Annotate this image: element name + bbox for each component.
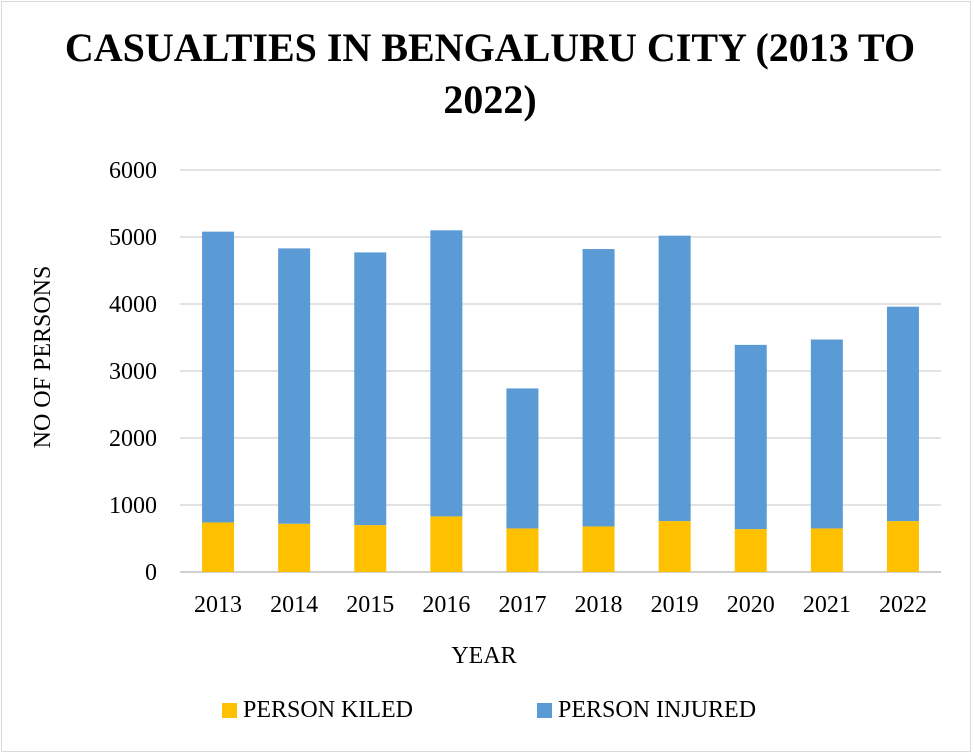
bar-injured-2016 xyxy=(430,230,463,517)
x-tick-labels: 2013 2014 2015 2016 2017 2018 2019 2020 2021 2022 xyxy=(194,592,927,618)
y-tick-labels: 0 1000 2000 3000 4000 5000 6000 xyxy=(109,158,157,586)
bar-killed-2015 xyxy=(354,525,387,572)
bar-injured-2019 xyxy=(658,235,691,522)
bar-injured-2017 xyxy=(506,388,539,529)
bar-killed-2022 xyxy=(886,521,919,572)
y-axis-label: NO OF PERSONS xyxy=(30,266,56,449)
bar-killed-2019 xyxy=(658,521,691,572)
y-tick-label: 4000 xyxy=(109,292,157,318)
bars xyxy=(202,230,919,572)
x-tick-label: 2016 xyxy=(422,592,470,618)
x-tick-label: 2021 xyxy=(803,592,851,618)
bar-injured-2013 xyxy=(202,231,235,523)
bar-killed-2020 xyxy=(734,529,767,572)
legend-swatch-killed xyxy=(222,703,237,718)
bar-injured-2018 xyxy=(582,249,615,527)
legend: PERSON KILED PERSON INJURED xyxy=(0,697,974,731)
bar-injured-2022 xyxy=(886,306,919,522)
bar-killed-2016 xyxy=(430,516,463,572)
bar-injured-2014 xyxy=(278,248,311,524)
y-tick-label: 2000 xyxy=(109,426,157,452)
x-tick-label: 2020 xyxy=(727,592,775,618)
y-tick-label: 3000 xyxy=(109,359,157,385)
bar-injured-2020 xyxy=(734,344,767,530)
legend-swatch-injured xyxy=(537,703,552,718)
legend-item-injured: PERSON INJURED xyxy=(537,697,756,724)
bar-killed-2021 xyxy=(810,528,843,572)
x-tick-label: 2014 xyxy=(270,592,318,618)
chart-title: CASUALTIES IN BENGALURU CITY (2013 TO 20… xyxy=(64,25,916,122)
x-tick-label: 2013 xyxy=(194,592,242,618)
bar-killed-2018 xyxy=(582,526,615,572)
x-tick-label: 2015 xyxy=(346,592,394,618)
y-tick-label: 5000 xyxy=(109,225,157,251)
x-tick-label: 2017 xyxy=(498,592,546,618)
x-tick-label: 2022 xyxy=(879,592,927,618)
x-axis-label: YEAR xyxy=(451,643,516,669)
legend-item-killed: PERSON KILED xyxy=(222,697,413,724)
bar-injured-2021 xyxy=(810,339,843,529)
bar-injured-2015 xyxy=(354,252,387,526)
legend-label-injured: PERSON INJURED xyxy=(558,697,757,723)
x-tick-label: 2019 xyxy=(651,592,699,618)
bar-killed-2013 xyxy=(202,522,235,572)
y-tick-label: 0 xyxy=(145,560,157,586)
y-tick-label: 6000 xyxy=(109,158,157,184)
legend-label-killed: PERSON KILED xyxy=(243,697,414,723)
x-tick-label: 2018 xyxy=(575,592,623,618)
y-tick-label: 1000 xyxy=(109,493,157,519)
bar-killed-2017 xyxy=(506,528,539,572)
bar-killed-2014 xyxy=(278,523,311,572)
